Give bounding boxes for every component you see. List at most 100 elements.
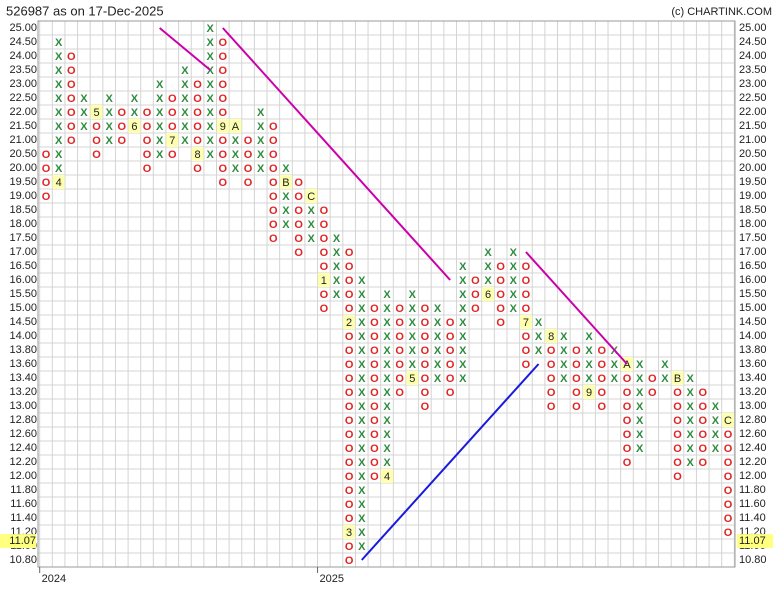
month-marker-bg xyxy=(583,385,596,399)
y-tick-label-right: 21.00 xyxy=(739,134,767,146)
box-symbol: X xyxy=(636,415,644,427)
box-symbol: O xyxy=(320,261,329,273)
box-symbol: X xyxy=(181,79,189,91)
box-symbol: X xyxy=(282,191,290,203)
trendline xyxy=(525,251,628,365)
box-symbol: O xyxy=(42,191,51,203)
month-marker-bg xyxy=(191,147,204,161)
box-symbol: O xyxy=(572,345,581,357)
box-symbol: O xyxy=(421,401,430,413)
box-symbol: X xyxy=(383,415,391,427)
box-symbol: O xyxy=(92,121,101,133)
box-symbol: O xyxy=(370,373,379,385)
box-symbol: X xyxy=(232,149,240,161)
box-symbol: O xyxy=(320,303,329,315)
pnf-column: XXX xyxy=(80,93,88,133)
month-marker: A xyxy=(623,359,631,371)
box-symbol: X xyxy=(459,373,467,385)
box-symbol: O xyxy=(345,331,354,343)
last-price-label: 11.07 xyxy=(9,535,36,547)
box-symbol: O xyxy=(345,401,354,413)
box-symbol: O xyxy=(219,107,228,119)
box-symbol: O xyxy=(446,373,455,385)
box-symbol: O xyxy=(673,429,682,441)
box-symbol: X xyxy=(383,331,391,343)
box-symbol: O xyxy=(320,289,329,301)
y-tick-label-right: 11.60 xyxy=(739,498,766,510)
box-symbol: X xyxy=(181,135,189,147)
box-symbol: X xyxy=(459,275,467,287)
plot-frame xyxy=(37,20,736,568)
box-symbol: O xyxy=(370,387,379,399)
box-symbol: X xyxy=(358,429,366,441)
month-marker: 9 xyxy=(220,121,226,133)
box-symbol: O xyxy=(294,177,303,189)
box-symbol: O xyxy=(471,289,480,301)
box-symbol: X xyxy=(358,485,366,497)
month-marker-bg xyxy=(305,189,318,203)
box-symbol: O xyxy=(269,149,278,161)
trendline xyxy=(159,27,211,71)
box-symbol: O xyxy=(597,345,606,357)
y-tick-label-right: 23.50 xyxy=(739,64,767,76)
box-symbol: O xyxy=(67,51,76,63)
box-symbol: O xyxy=(421,317,430,329)
y-tick-label: 12.00 xyxy=(9,470,37,482)
box-symbol: O xyxy=(522,289,531,301)
box-symbol: O xyxy=(370,471,379,483)
box-symbol: O xyxy=(345,373,354,385)
box-symbol: O xyxy=(648,373,657,385)
box-symbol: X xyxy=(434,317,442,329)
box-symbol: O xyxy=(724,429,733,441)
y-tick-label: 15.50 xyxy=(9,288,37,300)
y-tick-label-right: 12.80 xyxy=(739,414,767,426)
box-symbol: O xyxy=(522,359,531,371)
y-tick-label-right: 13.20 xyxy=(739,386,767,398)
box-symbol: O xyxy=(572,401,581,413)
box-symbol: O xyxy=(219,37,228,49)
box-symbol: X xyxy=(560,345,568,357)
month-marker-bg xyxy=(279,175,292,189)
box-symbol: X xyxy=(333,275,341,287)
box-symbol: O xyxy=(117,121,126,133)
y-tick-label: 12.40 xyxy=(9,442,37,454)
box-symbol: O xyxy=(395,317,404,329)
box-symbol: O xyxy=(698,415,707,427)
box-symbol: O xyxy=(421,387,430,399)
box-symbol: O xyxy=(193,163,202,175)
y-tick-label: 13.40 xyxy=(9,372,37,384)
y-tick-label: 17.00 xyxy=(9,246,37,258)
box-symbol: X xyxy=(585,373,593,385)
box-symbol: X xyxy=(383,317,391,329)
y-tick-label: 24.50 xyxy=(9,36,37,48)
box-symbol: O xyxy=(724,471,733,483)
box-symbol: O xyxy=(193,107,202,119)
box-symbol: O xyxy=(67,93,76,105)
month-marker: 1 xyxy=(321,275,327,287)
box-symbol: O xyxy=(244,163,253,175)
last-price-bg xyxy=(0,534,36,549)
box-symbol: X xyxy=(181,107,189,119)
box-symbol: X xyxy=(434,331,442,343)
y-tick-label: 20.50 xyxy=(9,148,37,160)
month-marker: 7 xyxy=(523,317,529,329)
box-symbol: O xyxy=(597,359,606,371)
x-tick-label: 2024 xyxy=(42,573,66,585)
y-tick-label: 18.50 xyxy=(9,204,37,216)
month-marker-bg xyxy=(343,315,356,329)
box-symbol: O xyxy=(42,149,51,161)
box-symbol: O xyxy=(370,443,379,455)
box-symbol: O xyxy=(522,345,531,357)
box-symbol: X xyxy=(257,149,265,161)
box-symbol: X xyxy=(333,233,341,245)
box-symbol: O xyxy=(168,107,177,119)
box-symbol: X xyxy=(80,93,88,105)
